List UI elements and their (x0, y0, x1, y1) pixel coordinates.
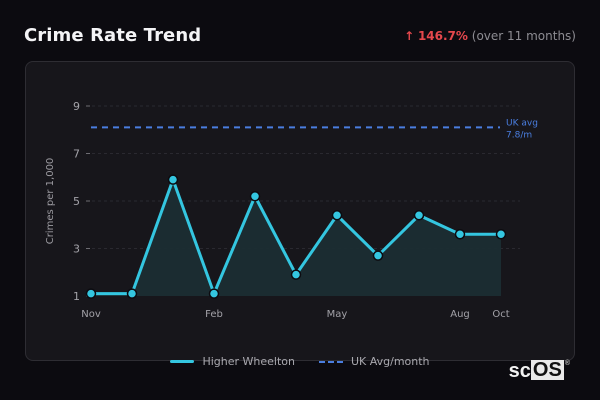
y-tick-label: 1 (73, 290, 80, 303)
page-title: Crime Rate Trend (24, 25, 202, 46)
data-point-marker (126, 288, 138, 299)
legend-series-label: Higher Wheelton (202, 355, 295, 368)
data-point-marker (331, 210, 343, 221)
registered-mark-icon: ® (564, 360, 570, 367)
trend-up-arrow-icon: ↑ (404, 29, 415, 43)
uk-average-annotation-line1: UK avg (506, 118, 538, 128)
logo-text-sc: sc (508, 360, 531, 382)
legend-average-label: UK Avg/month (350, 355, 430, 368)
trend-change: ↑ 146.7% (over 11 months) (404, 29, 576, 43)
y-tick-label: 5 (73, 195, 80, 208)
data-point-marker (413, 210, 425, 221)
chart-legend: Higher Wheelton UK Avg/month (0, 355, 600, 368)
data-point-marker (208, 288, 220, 299)
x-tick-label: Aug (450, 309, 470, 320)
legend-dashed-line-icon (318, 360, 343, 363)
data-point-marker (454, 229, 466, 240)
data-point-marker (249, 191, 261, 202)
x-tick-label: Nov (81, 309, 101, 320)
data-point-marker (495, 229, 507, 240)
data-point-marker (290, 269, 302, 280)
y-axis-label: Crimes per 1,000 (45, 158, 56, 245)
data-point-marker (372, 250, 384, 261)
x-tick-label: Feb (205, 309, 223, 320)
legend-item-average[interactable]: UK Avg/month (318, 355, 430, 368)
x-tick-label: Oct (492, 309, 509, 320)
y-tick-label: 3 (73, 243, 80, 256)
y-tick-label: 7 (73, 148, 80, 161)
data-point-marker (167, 174, 179, 185)
chart-card (25, 61, 575, 361)
series-area-fill (91, 179, 501, 296)
y-tick-label: 9 (73, 100, 80, 113)
legend-solid-line-icon (170, 360, 195, 363)
scos-logo: sc OS ® (509, 360, 570, 383)
data-point-marker (85, 288, 97, 299)
uk-average-annotation-line2: 7.8/m (506, 130, 532, 140)
x-tick-label: May (327, 309, 348, 320)
trend-change-period: (over 11 months) (471, 29, 576, 43)
trend-change-percent: 146.7% (417, 29, 468, 43)
legend-item-series[interactable]: Higher Wheelton (170, 355, 295, 368)
logo-text-os: OS (530, 359, 564, 381)
